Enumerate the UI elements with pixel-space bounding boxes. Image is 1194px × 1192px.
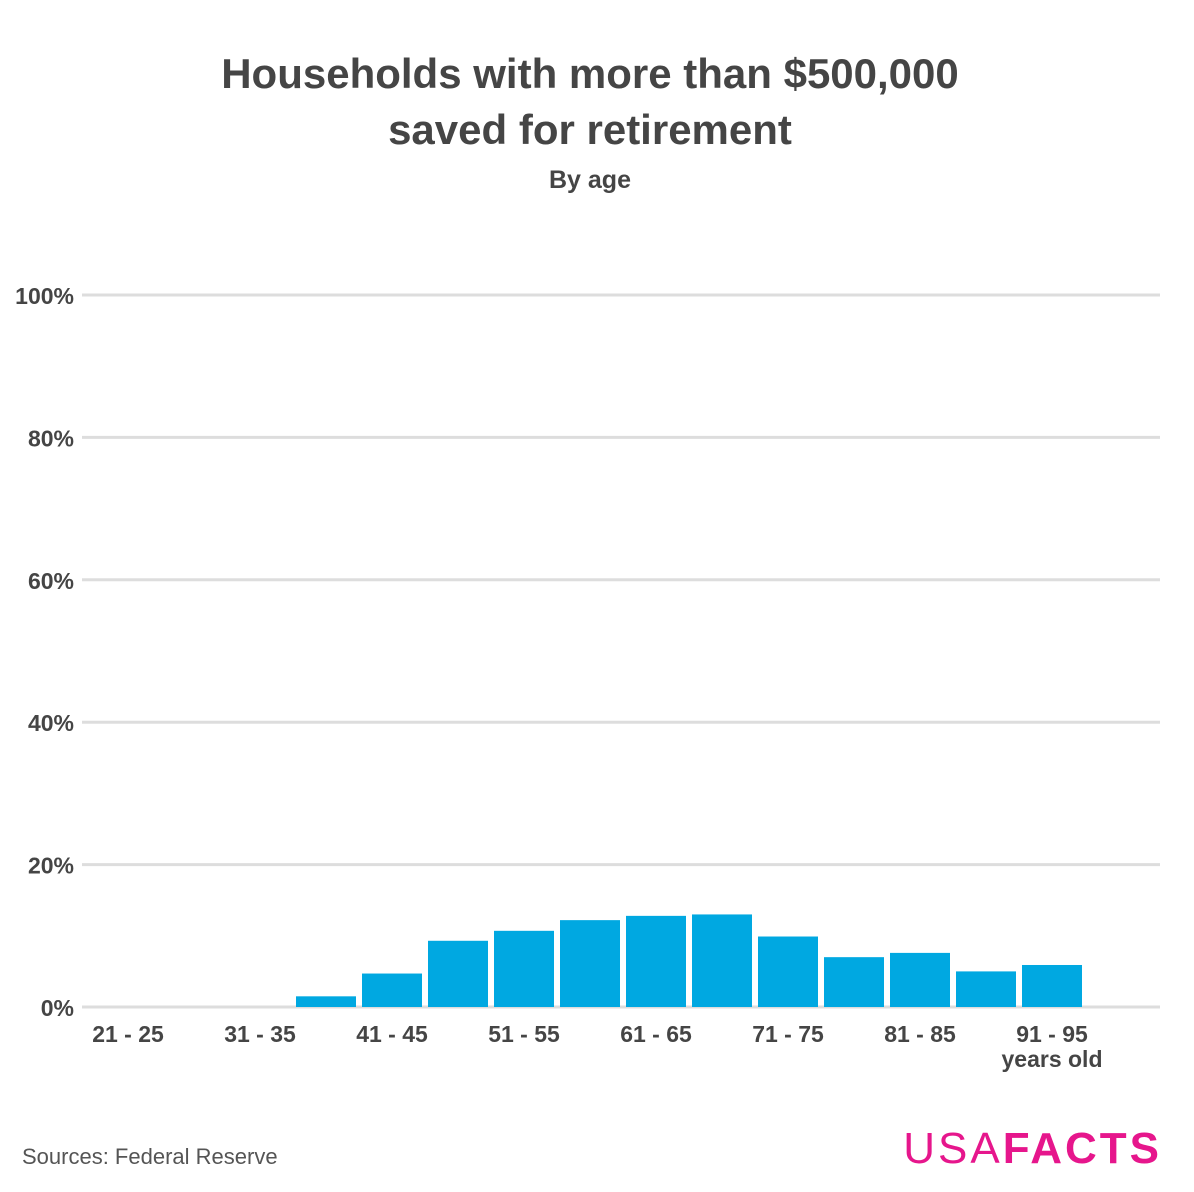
chart-title: Households with more than $500,000 saved… (0, 46, 1180, 158)
bar (560, 920, 620, 1007)
x-tick-label: 51 - 55 (488, 1021, 560, 1047)
x-tick-label: 41 - 45 (356, 1021, 428, 1047)
bar (824, 957, 884, 1007)
bar (626, 915, 686, 1007)
y-tick-label: 80% (28, 425, 74, 451)
bar (362, 973, 422, 1007)
bar (296, 996, 356, 1007)
bar (890, 952, 950, 1007)
y-tick-label: 100% (15, 283, 74, 309)
x-tick-label: 61 - 65 (620, 1021, 692, 1047)
x-tick-label: 21 - 25 (92, 1021, 164, 1047)
y-tick-label: 20% (28, 853, 74, 879)
bar-layer (296, 914, 1082, 1007)
bar (494, 930, 554, 1007)
x-tick-label: 91 - 95 (1016, 1021, 1088, 1047)
label-layer: 0% 20% 40% 60% 80% 100% 21 - 25 31 - 35 41 - 45 5… (15, 283, 1102, 1072)
bar (1022, 964, 1082, 1007)
bar (956, 971, 1016, 1007)
bar (428, 940, 488, 1007)
chart-subtitle: By age (549, 166, 631, 194)
bar (758, 936, 818, 1007)
y-tick-label: 60% (28, 568, 74, 594)
usafacts-logo: USAFACTS (903, 1124, 1162, 1174)
y-tick-label: 40% (28, 710, 74, 736)
logo-usa: USA (903, 1124, 1003, 1173)
chart-title-line-1: Households with more than $500,000 (221, 50, 959, 97)
x-axis-unit-label: years old (1002, 1046, 1103, 1072)
x-tick-label: 31 - 35 (224, 1021, 296, 1047)
x-tick-label: 81 - 85 (884, 1021, 956, 1047)
logo-facts: FACTS (1002, 1124, 1162, 1173)
source-note: Sources: Federal Reserve (22, 1144, 278, 1169)
chart-title-line-2: saved for retirement (388, 106, 792, 153)
grid-layer (82, 293, 1160, 1009)
bar (692, 914, 752, 1007)
y-tick-label: 0% (41, 995, 74, 1021)
x-tick-label: 71 - 75 (752, 1021, 824, 1047)
